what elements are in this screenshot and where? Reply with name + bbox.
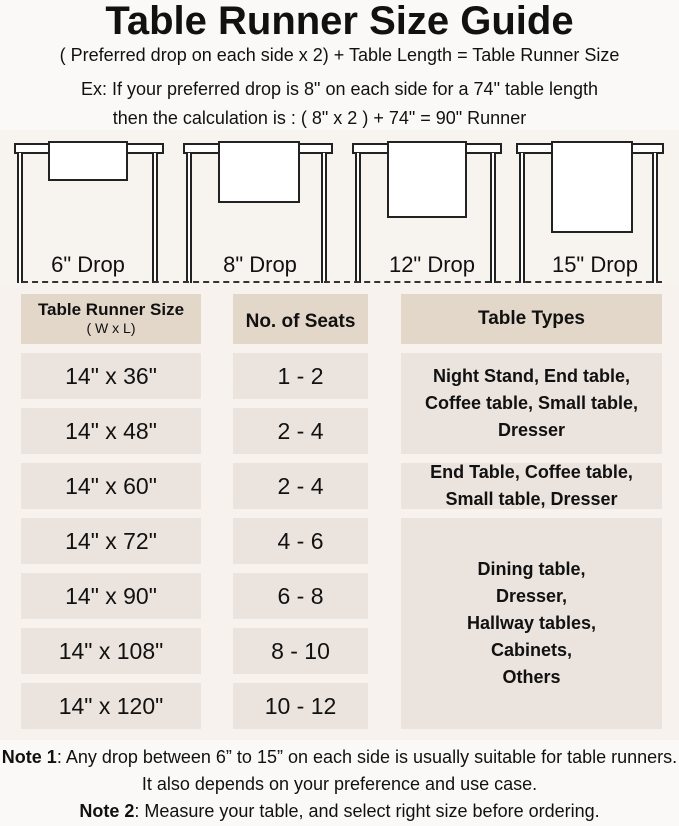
drop-label: 8" Drop (223, 252, 297, 277)
drop-label: 15" Drop (551, 252, 639, 277)
header-size-sub: ( W x L) (86, 320, 136, 336)
size-cell: 14" x 120" (21, 683, 201, 729)
seats-cell: 10 - 12 (233, 683, 368, 729)
header-size-label: Table Runner Size (37, 300, 185, 319)
seats-cell: 1 - 2 (233, 353, 368, 399)
seats-cell: 4 - 6 (233, 518, 368, 564)
size-cell: 14" x 72" (21, 518, 201, 564)
header-seats: No. of Seats (233, 294, 368, 344)
note-2: Note 2: Measure your table, and select r… (0, 798, 679, 825)
table-type-group: Night Stand, End table, Coffee table, Sm… (401, 353, 662, 454)
runner-6 (48, 141, 128, 181)
formula: ( Preferred drop on each side x 2) + Tab… (59, 45, 620, 65)
seats-cell: 2 - 4 (233, 463, 368, 509)
example-line-2: then the calculation is : ( 8" x 2 ) + 7… (112, 108, 527, 128)
divider (22, 281, 662, 283)
size-cell: 14" x 36" (21, 353, 201, 399)
header-types: Table Types (401, 294, 662, 344)
size-cell: 14" x 108" (21, 628, 201, 674)
table-type-group: Dining table, Dresser, Hallway tables, C… (401, 518, 662, 729)
note-label: Note 1 (1, 747, 57, 767)
drop-label: 6" Drop (51, 252, 125, 277)
seats-cell: 2 - 4 (233, 408, 368, 454)
table-type-group: End Table, Coffee table, Small table, Dr… (401, 462, 662, 509)
header-size: Table Runner Size ( W x L) (21, 294, 201, 344)
size-cell: 14" x 48" (21, 408, 201, 454)
size-cell: 14" x 60" (21, 463, 201, 509)
note-label: Note 2 (79, 801, 135, 821)
drop-label: 12" Drop (388, 252, 476, 277)
page-title: Table Runner Size Guide (105, 0, 574, 43)
note-text: : Measure your table, and select right s… (134, 801, 600, 821)
size-cell: 14" x 90" (21, 573, 201, 619)
note-1: Note 1: Any drop between 6” to 15” on ea… (0, 744, 679, 798)
runner-15 (551, 141, 633, 233)
seats-cell: 8 - 10 (233, 628, 368, 674)
runner-12 (387, 141, 467, 218)
seats-cell: 6 - 8 (233, 573, 368, 619)
note-text: : Any drop between 6” to 15” on each sid… (56, 747, 678, 794)
tables: 6" Drop 8" Drop 12" Drop 15" Drop (0, 0, 679, 300)
example-line-1: Ex: If your preferred drop is 8" on each… (80, 79, 599, 99)
runner-8 (218, 141, 300, 203)
